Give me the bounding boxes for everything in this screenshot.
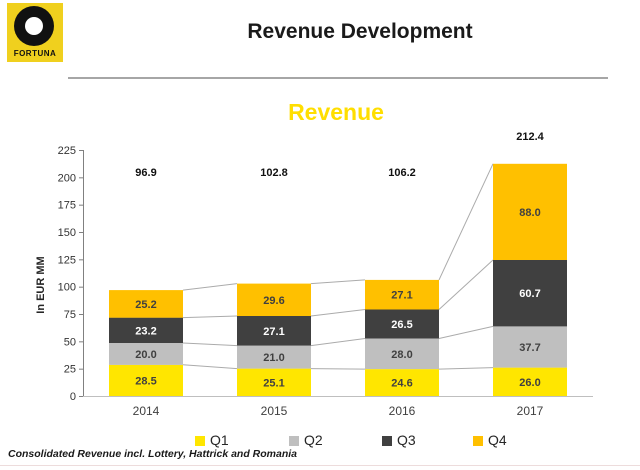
bar-segment-q4-2014 xyxy=(109,290,183,318)
q3-swatch-icon xyxy=(382,436,392,446)
page-title: Revenue Development xyxy=(247,20,473,43)
y-tick-label: 25 xyxy=(64,364,76,376)
connector-line xyxy=(182,315,238,319)
segment-value-label: 88.0 xyxy=(519,207,540,219)
segment-value-label: 28.5 xyxy=(135,375,156,387)
segment-value-label: 27.1 xyxy=(391,290,412,302)
bottom-divider xyxy=(0,465,640,466)
bar-segment-q2-2016 xyxy=(365,338,439,370)
y-tick-label: 200 xyxy=(58,172,76,184)
bar-segment-q2-2015 xyxy=(237,345,311,369)
segment-value-label: 25.1 xyxy=(263,377,284,389)
footnote: Consolidated Revenue incl. Lottery, Hatt… xyxy=(8,448,298,460)
y-tick-label: 0 xyxy=(70,391,76,403)
fortuna-logo: FORTUNA xyxy=(7,3,63,62)
connector-line xyxy=(438,259,494,310)
fortuna-logo-graphic: FORTUNA xyxy=(14,6,57,58)
y-tick-label: 125 xyxy=(58,254,76,266)
q4-swatch-icon xyxy=(473,436,483,446)
total-label: 96.9 xyxy=(135,167,156,179)
segment-value-label: 20.0 xyxy=(135,349,156,361)
bar-segment-q3-2015 xyxy=(237,316,311,346)
y-tick-label: 175 xyxy=(58,200,76,212)
segment-value-label: 37.7 xyxy=(519,342,540,354)
connector-line xyxy=(438,367,494,370)
bar-segment-q3-2017 xyxy=(493,260,567,327)
bar-segment-q1-2016 xyxy=(365,369,439,396)
bar-segment-q1-2015 xyxy=(237,368,311,396)
total-label: 212.4 xyxy=(516,131,544,143)
legend-item-q4: Q4 xyxy=(473,429,507,448)
title-divider xyxy=(68,77,608,79)
q1-swatch-icon xyxy=(195,436,205,446)
category-label: 2015 xyxy=(261,404,288,418)
y-axis-title: In EUR MM xyxy=(35,256,47,313)
connector-line xyxy=(182,364,238,370)
bar-segment-q3-2016 xyxy=(365,309,439,339)
revenue-chart: 0 25 50 75 100 125 150 175 200 225 In EUR MM 28.5 25… xyxy=(35,131,593,418)
bar-segment-q1-2014 xyxy=(109,364,183,396)
connector-line xyxy=(310,368,366,370)
connector-line xyxy=(310,279,366,285)
category-label: 2017 xyxy=(517,404,544,418)
legend-label: Q4 xyxy=(488,432,507,448)
bar-segment-q4-2016 xyxy=(365,279,439,310)
y-tick-label: 100 xyxy=(58,282,76,294)
q2-swatch-icon xyxy=(289,436,299,446)
legend-item-q2: Q2 xyxy=(289,429,323,448)
y-tick-label: 75 xyxy=(64,309,76,321)
segment-value-label: 24.6 xyxy=(391,378,412,390)
segment-value-label: 23.2 xyxy=(135,325,156,337)
segment-value-label: 26.5 xyxy=(391,319,412,331)
segment-value-label: 25.2 xyxy=(135,299,156,311)
total-label: 106.2 xyxy=(388,167,416,179)
bar-segment-q2-2014 xyxy=(109,343,183,365)
bar-segment-q1-2017 xyxy=(493,367,567,396)
y-tick-label: 225 xyxy=(58,145,76,157)
bar-segment-q4-2015 xyxy=(237,283,311,316)
bar-segment-q4-2017 xyxy=(493,163,567,260)
logo-ring-hole xyxy=(25,17,43,35)
legend-item-q3: Q3 xyxy=(382,429,416,448)
segment-value-label: 29.6 xyxy=(263,295,284,307)
connector-line xyxy=(438,325,494,339)
category-label: 2016 xyxy=(389,404,416,418)
connector-line xyxy=(438,163,494,281)
legend-label: Q2 xyxy=(304,432,323,448)
segment-value-label: 26.0 xyxy=(519,377,540,389)
category-label: 2014 xyxy=(133,404,160,418)
legend-label: Q1 xyxy=(210,432,229,448)
legend-item-q1: Q1 xyxy=(195,429,229,448)
segment-value-label: 27.1 xyxy=(263,326,284,338)
segment-value-label: 28.0 xyxy=(391,349,412,361)
y-tick-label: 150 xyxy=(58,227,76,239)
connector-line xyxy=(182,342,238,347)
chart-title: Revenue xyxy=(288,99,384,125)
connector-line xyxy=(182,283,238,291)
segment-value-label: 21.0 xyxy=(263,352,284,364)
y-tick-label: 50 xyxy=(64,336,76,348)
connector-line xyxy=(310,338,366,347)
logo-brand-text: FORTUNA xyxy=(14,49,57,58)
bar-segment-q3-2014 xyxy=(109,317,183,343)
segment-value-label: 60.7 xyxy=(519,288,540,300)
connector-line xyxy=(310,309,366,317)
total-label: 102.8 xyxy=(260,167,288,179)
legend-label: Q3 xyxy=(397,432,416,448)
bar-segment-q2-2017 xyxy=(493,326,567,368)
